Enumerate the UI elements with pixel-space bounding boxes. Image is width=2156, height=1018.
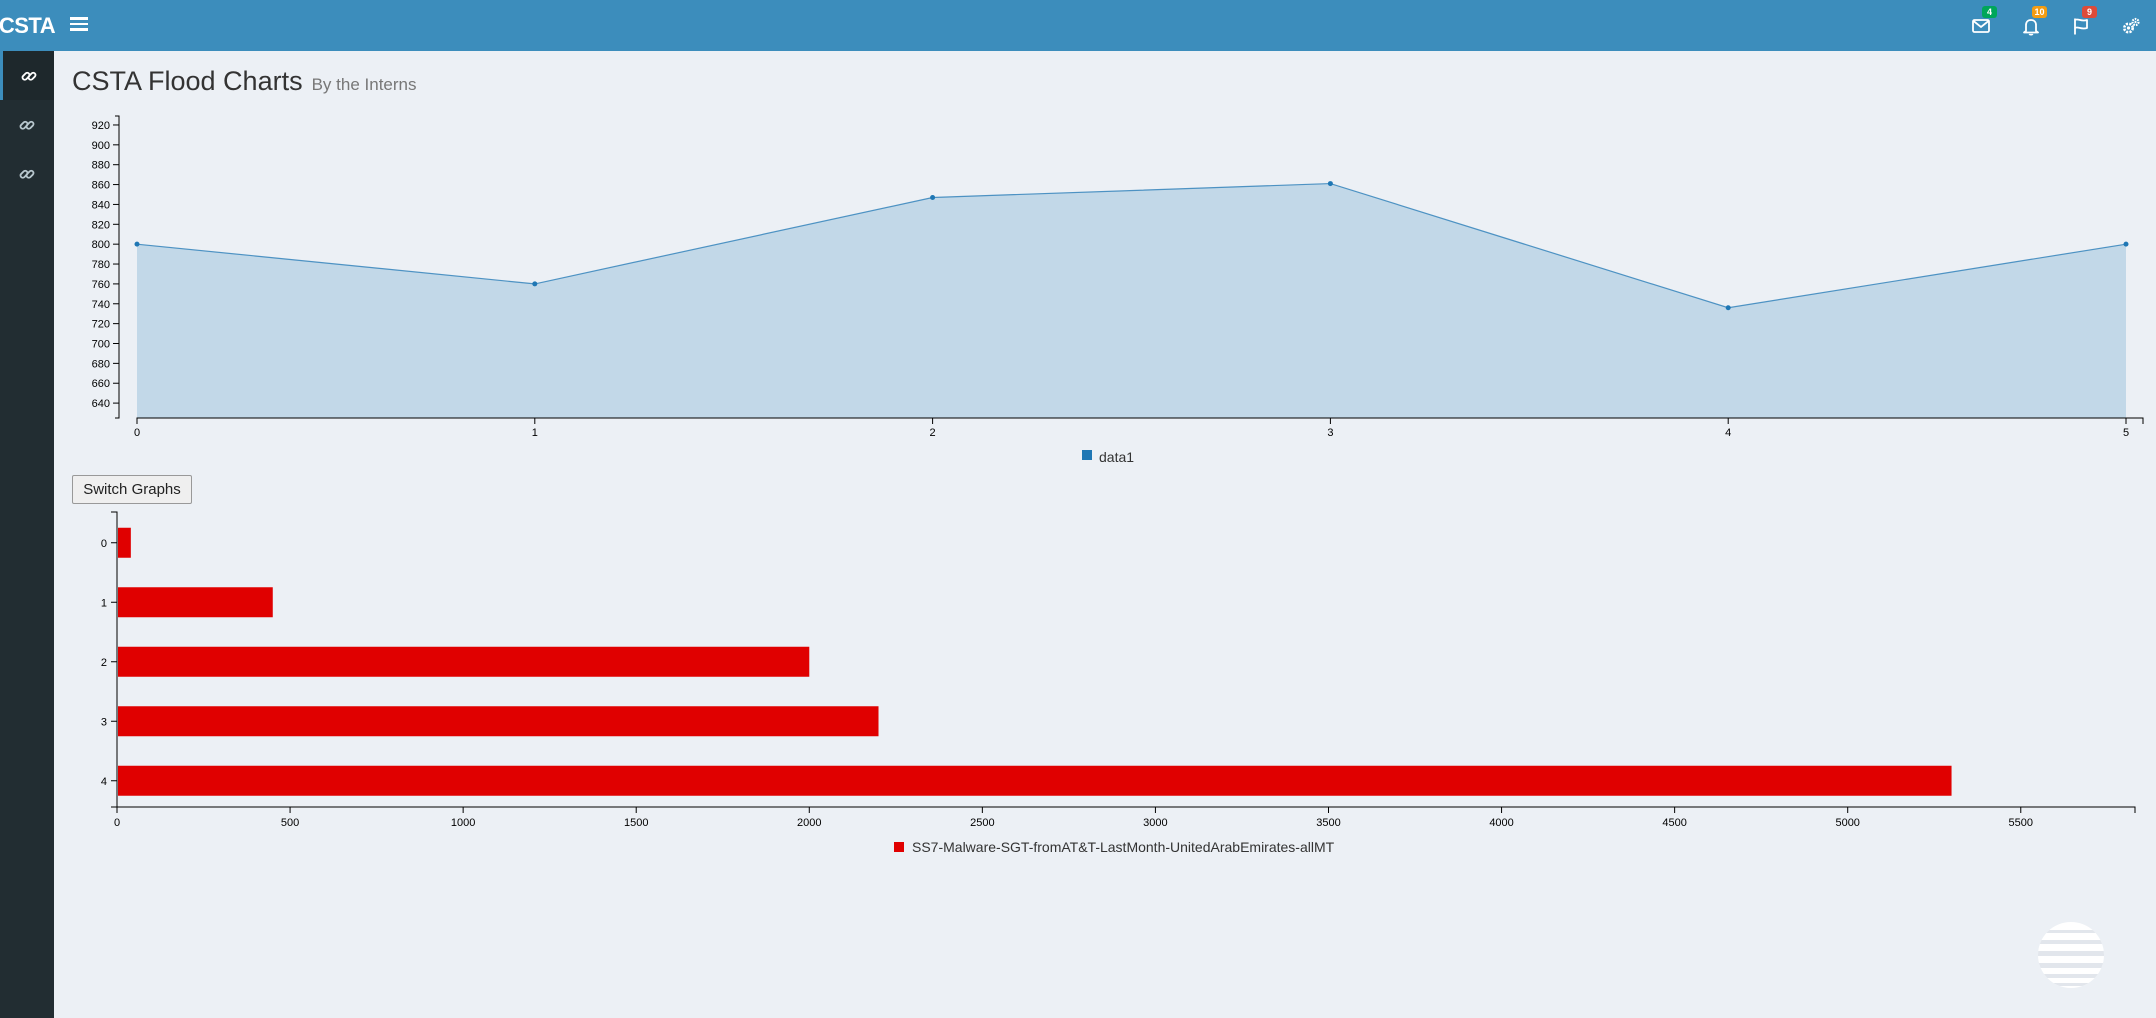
x-axis [116,806,2136,813]
y-tick-label-780: 780 [92,259,110,271]
legend-label-bar: SS7-Malware-SGT-fromAT&T-LastMonth-Unite… [912,839,1335,855]
line-data1 [136,182,2127,309]
sidebar-toggle-icon[interactable] [70,14,88,32]
link-icon [21,71,36,81]
x-tick-label-5: 5 [2123,427,2129,439]
point-data1-0 [134,241,140,247]
x-tick-label-500: 500 [281,817,299,829]
y-tick-label-800: 800 [92,239,110,251]
y-axis [115,115,120,419]
switch-graphs-button[interactable]: Switch Graphs [72,475,192,504]
x-tick-label-4: 4 [1725,427,1731,439]
y-tick-label-640: 640 [92,398,110,410]
x-tick-label-1500: 1500 [624,817,648,829]
notifications-menu[interactable]: 10 [2006,0,2056,51]
y-tick-label-920: 920 [92,120,110,132]
y-tick-label-2: 2 [101,657,107,669]
x-tick-label-2000: 2000 [797,817,821,829]
point-data1-2 [930,194,936,200]
x-tick-label-3: 3 [1327,427,1333,439]
y-tick-label-0: 0 [101,538,107,550]
y-tick-label-820: 820 [92,219,110,231]
main-sidebar [0,51,54,1018]
tasks-menu[interactable]: 9 [2056,0,2106,51]
link-icon [19,120,35,130]
messages-count-badge: 4 [1982,6,1997,18]
legend-label-data1: data1 [1099,449,1134,465]
x-tick-label-5000: 5000 [1835,817,1859,829]
tasks-count-badge: 9 [2082,6,2097,18]
legend-swatch-bar [894,842,904,852]
messages-menu[interactable]: 4 [1956,0,2006,51]
x-tick-label-0: 0 [114,817,120,829]
bar-3 [118,706,879,737]
x-tick-label-3500: 3500 [1316,817,1340,829]
legend-swatch-data1 [1082,450,1092,460]
att-globe-logo [2038,922,2104,988]
envelope-icon [1972,18,1990,33]
x-tick-label-2: 2 [930,427,936,439]
x-tick-label-4500: 4500 [1662,817,1686,829]
y-tick-label-840: 840 [92,199,110,211]
y-tick-label-4: 4 [101,776,107,788]
point-data1-1 [532,281,538,287]
y-axis [111,511,118,808]
area-fill-data1 [137,183,2126,418]
bar-4 [118,765,1952,796]
point-data1-5 [2123,241,2129,247]
bar-1 [118,587,273,618]
y-tick-label-900: 900 [92,140,110,152]
bell-icon [2023,18,2039,36]
point-data1-3 [1327,181,1333,187]
y-tick-label-1: 1 [101,597,107,609]
bar-chart: 0 1 2 3 4 0 500 1000 1500 2000 2500 3000 3500 4000 450… [101,511,2136,855]
x-tick-label-4000: 4000 [1489,817,1513,829]
gears-icon [2123,17,2140,33]
area-chart: 640 660 680 700 720 740 760 780 800 820 840 860 880 9… [92,115,2144,465]
page-subtitle: By the Interns [311,75,417,94]
y-tick-label-880: 880 [92,160,110,172]
y-tick-label-3: 3 [101,716,107,728]
x-tick-label-0: 0 [134,427,140,439]
x-tick-label-2500: 2500 [970,817,994,829]
bar-2 [118,646,810,677]
y-tick-label-720: 720 [92,319,110,331]
bar-0 [118,527,131,558]
brand-logo[interactable]: CSTA [0,12,56,38]
link-icon [19,169,35,179]
y-tick-label-860: 860 [92,180,110,192]
y-tick-label-700: 700 [92,339,110,351]
sidebar-item-2[interactable] [0,100,54,149]
y-tick-label-740: 740 [92,299,110,311]
sidebar-item-1[interactable] [0,51,54,100]
y-tick-label-760: 760 [92,279,110,291]
navbar-custom-menu: 4 10 9 [1956,0,2156,51]
point-data1-4 [1725,305,1731,311]
settings-menu[interactable] [2106,0,2156,51]
x-tick-label-3000: 3000 [1143,817,1167,829]
flag-icon [2074,18,2088,34]
y-tick-label-680: 680 [92,358,110,370]
page-header: CSTA Flood Charts By the Interns [72,66,416,97]
page-title: CSTA Flood Charts [72,66,303,96]
x-tick-label-5500: 5500 [2009,817,2033,829]
x-tick-label-1000: 1000 [451,817,475,829]
x-tick-label-1: 1 [532,427,538,439]
notifications-count-badge: 10 [2032,6,2047,18]
top-navbar: CSTA 4 10 9 [0,0,2156,51]
sidebar-item-3[interactable] [0,149,54,198]
y-tick-label-660: 660 [92,378,110,390]
